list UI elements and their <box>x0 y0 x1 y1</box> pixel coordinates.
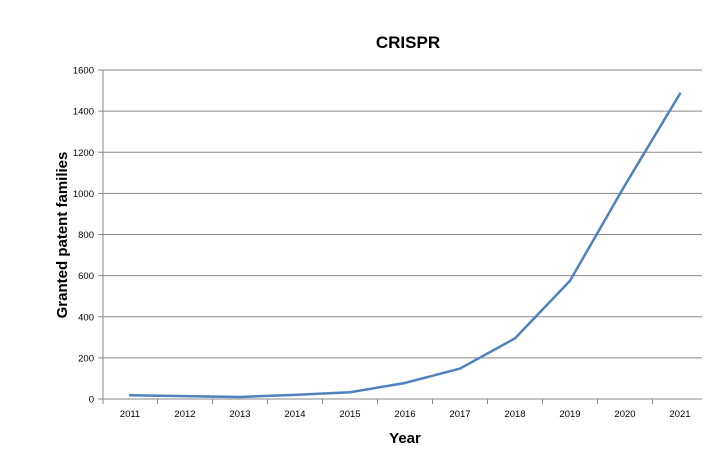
x-tick-label: 2014 <box>284 409 305 420</box>
y-tick-label: 1400 <box>73 107 94 118</box>
x-tick-label: 2017 <box>449 409 470 420</box>
chart-title: CRISPR <box>376 33 440 52</box>
x-axis-label: Year <box>389 430 421 447</box>
y-axis-label: Granted patent families <box>54 152 71 319</box>
x-tick-label: 2012 <box>174 409 195 420</box>
y-tick-label: 600 <box>78 271 94 282</box>
y-tick-label: 1000 <box>73 189 94 200</box>
series-layer <box>128 92 682 399</box>
y-tick-label: 1200 <box>73 148 94 159</box>
x-tick-label: 2019 <box>559 409 580 420</box>
x-tick-label: 2011 <box>120 409 140 420</box>
y-tick-label: 1600 <box>73 66 94 77</box>
y-tick-label: 200 <box>78 353 94 364</box>
y-tick-labels: 0 200 400 600 800 1000 1200 1400 1600 <box>73 66 94 406</box>
x-tick-label: 2016 <box>394 409 415 420</box>
x-tick-label: 2020 <box>614 409 635 420</box>
series-line <box>128 92 682 399</box>
x-tick-label: 2013 <box>229 409 250 420</box>
y-tick-label: 0 <box>89 395 94 406</box>
x-tick-labels: 2011 2012 2013 2014 2015 2016 2017 2018 2019 2020… <box>120 409 691 420</box>
y-tick-label: 400 <box>78 312 94 323</box>
x-tick-label: 2015 <box>339 409 360 420</box>
grid-layer <box>98 69 702 404</box>
y-tick-label: 800 <box>78 230 94 241</box>
x-tick-label: 2018 <box>504 409 525 420</box>
x-tick-label: 2021 <box>669 409 690 420</box>
